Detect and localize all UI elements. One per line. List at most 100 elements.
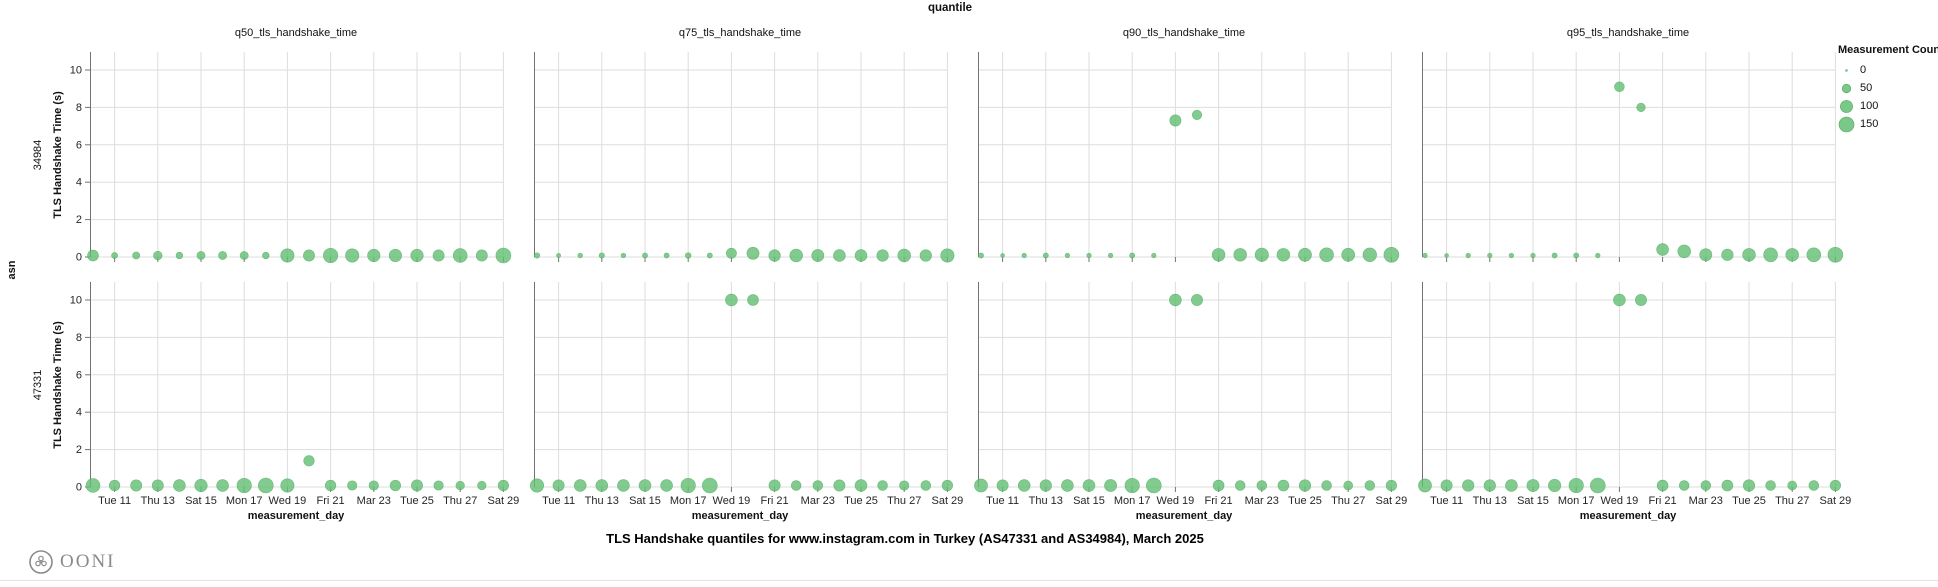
chart-caption: TLS Handshake quantiles for www.instagra… xyxy=(606,531,1204,546)
y-tick-label: 6 xyxy=(76,139,82,151)
data-point xyxy=(1169,114,1182,127)
data-point xyxy=(1146,477,1162,494)
data-point xyxy=(1763,247,1778,263)
x-tick-label: Mon 17 xyxy=(1558,495,1595,507)
x-tick-label: Tue 11 xyxy=(98,495,131,507)
data-point xyxy=(410,248,424,263)
data-point xyxy=(1462,479,1475,492)
data-point xyxy=(1017,479,1031,492)
data-point xyxy=(1169,293,1182,307)
panel-grid-34984-q75_tls_handshake_time xyxy=(534,52,948,262)
data-point xyxy=(1191,294,1203,306)
data-point xyxy=(1108,252,1114,259)
data-point xyxy=(1151,252,1157,259)
x-tick-label: Tue 25 xyxy=(1288,495,1322,507)
data-point xyxy=(642,252,648,259)
data-point xyxy=(280,478,295,493)
data-point xyxy=(303,455,315,467)
x-tick-label: Mar 23 xyxy=(357,495,391,507)
data-point xyxy=(1042,252,1049,259)
panel-points-47331-q95_tls_handshake_time xyxy=(1418,293,1841,494)
data-point xyxy=(175,251,184,260)
data-point xyxy=(1364,480,1376,491)
data-point xyxy=(1191,109,1203,120)
data-point xyxy=(685,252,692,259)
data-point xyxy=(1699,248,1713,262)
x-tick-label: Thu 27 xyxy=(443,495,477,507)
x-tick-label: Sat 29 xyxy=(1375,495,1407,507)
panel-points-34984-q50_tls_handshake_time xyxy=(87,247,512,264)
x-tick-label: Thu 13 xyxy=(585,495,619,507)
data-point xyxy=(1104,479,1118,492)
panel-points-34984-q95_tls_handshake_time xyxy=(1422,81,1844,263)
data-point xyxy=(941,479,954,492)
data-point xyxy=(1343,480,1354,491)
legend-item-label: 0 xyxy=(1860,64,1867,76)
data-point xyxy=(768,479,781,492)
x-axis-title-4: measurement_day xyxy=(1579,510,1677,522)
data-point xyxy=(1590,477,1606,494)
data-point xyxy=(577,252,583,259)
x-tick-label: Thu 27 xyxy=(1775,495,1809,507)
data-point xyxy=(475,249,488,262)
data-point xyxy=(1613,293,1626,307)
data-point xyxy=(455,480,465,491)
data-point xyxy=(1827,247,1844,263)
x-tick-label: Thu 13 xyxy=(141,495,175,507)
data-point xyxy=(638,479,652,492)
data-point xyxy=(1321,480,1332,491)
data-point xyxy=(1721,248,1734,261)
footer-divider xyxy=(0,580,1938,581)
data-point xyxy=(854,249,868,262)
data-point xyxy=(725,293,738,307)
legend-swatch-50-icon xyxy=(1841,83,1852,93)
panel-grid-47331-q75_tls_handshake_time: Tue 11 Thu 13 Sat 15 Mon 17 Wed 19 Fri 21 Mar … xyxy=(534,282,963,507)
panel-grid-47331-q95_tls_handshake_time: Tue 11 Thu 13 Sat 15 Mon 17 Wed 19 Fri 21 Mar … xyxy=(1422,282,1851,507)
data-point xyxy=(1551,252,1558,259)
x-axis-title-1: measurement_day xyxy=(247,510,345,522)
data-point xyxy=(1082,479,1096,492)
data-point xyxy=(533,252,541,259)
data-point xyxy=(854,479,868,492)
legend-item: 50 xyxy=(1838,79,1938,97)
data-point xyxy=(411,479,423,492)
data-point xyxy=(1636,102,1646,113)
ooni-wordmark: OONI xyxy=(60,551,116,572)
data-point xyxy=(1234,480,1246,491)
data-point xyxy=(1806,247,1822,263)
y-tick-label: 8 xyxy=(76,102,82,114)
data-point xyxy=(919,249,932,262)
data-point xyxy=(595,479,609,492)
x-tick-label: Tue 11 xyxy=(1430,495,1463,507)
x-tick-label: Thu 13 xyxy=(1029,495,1063,507)
data-point xyxy=(345,248,360,263)
data-point xyxy=(1595,252,1601,259)
data-point xyxy=(239,251,249,260)
x-tick-label: Thu 13 xyxy=(1473,495,1507,507)
data-point xyxy=(452,248,468,263)
data-point xyxy=(1530,252,1536,259)
data-point xyxy=(495,247,512,264)
data-point xyxy=(680,477,696,494)
data-point xyxy=(573,479,587,492)
x-tick-label: Tue 11 xyxy=(986,495,1019,507)
data-point xyxy=(877,480,888,491)
data-point xyxy=(833,479,846,492)
x-tick-label: Fri 21 xyxy=(1205,495,1233,507)
data-point xyxy=(1808,480,1820,491)
x-tick-label: Sat 29 xyxy=(931,495,963,507)
data-point xyxy=(196,251,206,260)
data-point xyxy=(1656,479,1669,492)
data-point xyxy=(1508,252,1514,259)
data-point xyxy=(497,479,510,492)
x-tick-label: Sat 29 xyxy=(1819,495,1851,507)
data-point xyxy=(111,252,118,259)
panel-points-47331-q50_tls_handshake_time xyxy=(85,455,510,494)
data-point xyxy=(620,252,627,259)
data-point xyxy=(897,248,911,263)
data-point xyxy=(1505,479,1518,492)
legend-item: 0 xyxy=(1838,61,1938,79)
data-point xyxy=(920,480,932,491)
x-tick-label: Mar 23 xyxy=(1689,495,1723,507)
